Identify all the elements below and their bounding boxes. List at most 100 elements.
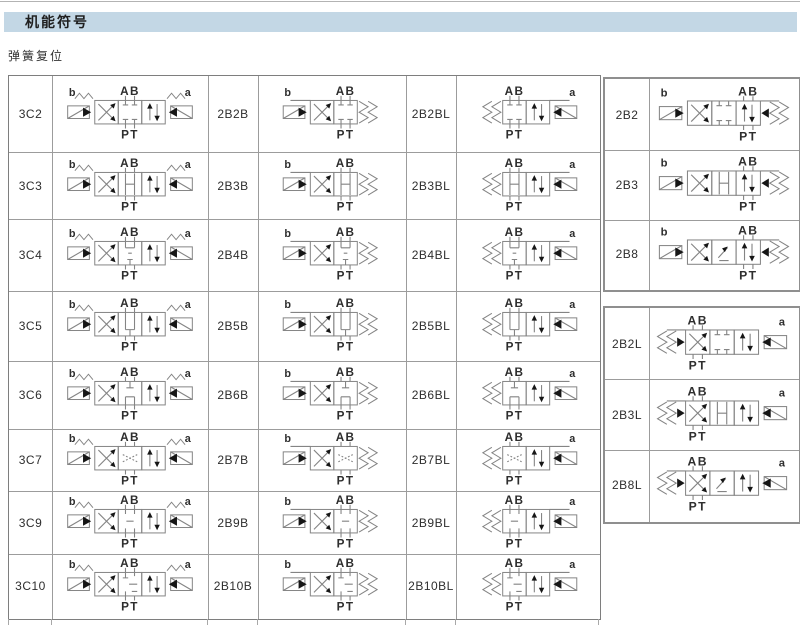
code-cell: 2B3B — [217, 178, 249, 193]
valve-symbol-3c7: b a AB PT — [52, 429, 208, 491]
svg-text:a: a — [185, 368, 192, 380]
table-grid-line — [405, 619, 406, 625]
svg-text:b: b — [284, 228, 291, 240]
svg-text:b: b — [284, 433, 291, 445]
svg-text:a: a — [569, 495, 576, 507]
valve-symbol-3c10: b a AB PT — [52, 554, 208, 618]
valve-symbol-2b9b: b AB PT — [258, 491, 406, 554]
code-cell: 2B8 — [615, 246, 639, 261]
svg-text:PT: PT — [505, 474, 523, 487]
svg-text:PT: PT — [505, 128, 523, 141]
svg-text:PT: PT — [121, 409, 139, 422]
svg-text:AB: AB — [120, 367, 140, 379]
svg-text:a: a — [778, 457, 785, 469]
table-grid-line — [9, 361, 600, 362]
table-grid-line — [208, 76, 209, 619]
svg-text:a: a — [569, 433, 576, 445]
valve-schematic-icon: b AB PT — [282, 558, 379, 613]
svg-text:AB: AB — [336, 432, 356, 444]
table-grid-line — [455, 619, 456, 625]
table-grid-line — [456, 76, 457, 619]
valve-symbol-2b4b: b AB PT — [258, 219, 406, 291]
code-cell: 2B2 — [615, 107, 639, 122]
valve-symbol-3c9: b a AB PT — [52, 491, 208, 554]
table-grid-line — [9, 429, 600, 430]
svg-text:a: a — [569, 559, 576, 571]
svg-text:PT: PT — [505, 600, 523, 613]
svg-text:PT: PT — [688, 429, 706, 443]
svg-text:b: b — [284, 368, 291, 380]
valve-schematic-icon: b a AB PT — [67, 158, 193, 213]
table-grid-line — [52, 76, 53, 619]
valve-symbol-2b6b: b AB PT — [258, 361, 406, 429]
code-cell: 2B7B — [217, 453, 249, 467]
valve-symbol-2b9bl: a AB PT — [456, 491, 599, 554]
svg-text:a: a — [185, 228, 192, 240]
code-cell: 3C10 — [15, 579, 46, 593]
section-subtitle: 弹簧复位 — [8, 49, 65, 63]
valve-schematic-icon: b AB PT — [658, 156, 789, 213]
svg-text:b: b — [69, 559, 76, 571]
svg-text:AB: AB — [687, 386, 707, 398]
valve-symbol-2b6bl: a AB PT — [456, 361, 599, 429]
svg-text:PT: PT — [337, 340, 355, 353]
svg-text:b: b — [660, 157, 667, 169]
svg-text:a: a — [185, 158, 192, 170]
table-grid-line — [8, 619, 9, 625]
svg-text:PT: PT — [337, 128, 355, 141]
valve-symbol-2b8: b AB PT — [649, 220, 796, 287]
svg-text:b: b — [284, 299, 291, 311]
valve-schematic-icon: b a AB PT — [67, 558, 193, 613]
svg-text:PT: PT — [337, 537, 355, 550]
svg-text:PT: PT — [121, 128, 139, 141]
svg-text:a: a — [185, 433, 192, 445]
valve-symbol-2b5b: b AB PT — [258, 291, 406, 361]
svg-text:AB: AB — [504, 158, 524, 170]
svg-text:AB: AB — [336, 495, 356, 507]
valve-schematic-icon: a AB PT — [481, 558, 577, 613]
svg-text:a: a — [569, 158, 576, 170]
svg-text:a: a — [778, 316, 785, 328]
svg-text:PT: PT — [739, 199, 757, 213]
svg-text:AB: AB — [738, 225, 758, 237]
valve-schematic-icon: b a AB PT — [67, 495, 193, 550]
svg-text:b: b — [284, 158, 291, 170]
valve-symbol-3c3: b a AB PT — [52, 152, 208, 219]
code-cell: 2B10B — [213, 579, 253, 593]
code-cell: 2B3BL — [411, 178, 451, 193]
valve-schematic-icon: b a AB PT — [67, 432, 193, 487]
svg-text:AB: AB — [504, 227, 524, 239]
valve-symbol-2b3b: b AB PT — [258, 152, 406, 219]
svg-text:AB: AB — [738, 86, 758, 98]
code-cell: 3C5 — [18, 319, 43, 333]
code-cell: 2B5BL — [411, 319, 451, 333]
code-cell: 3C3 — [18, 178, 43, 193]
table-grid-line — [605, 220, 799, 221]
code-cell: 2B7BL — [411, 453, 451, 467]
code-cell: 3C4 — [18, 248, 43, 262]
svg-text:b: b — [69, 299, 76, 311]
svg-text:AB: AB — [504, 86, 524, 98]
table-grid-line — [649, 79, 650, 290]
valve-schematic-icon: b a AB PT — [67, 298, 193, 353]
svg-text:b: b — [69, 433, 76, 445]
valve-schematic-icon: a AB PT — [481, 158, 577, 213]
code-cell: 3C7 — [18, 453, 43, 467]
svg-text:b: b — [660, 226, 667, 238]
valve-symbol-2b4bl: a AB PT — [456, 219, 599, 291]
svg-text:a: a — [569, 87, 576, 99]
valve-schematic-icon: b AB PT — [282, 432, 379, 487]
code-cell: 2B8L — [611, 477, 643, 492]
svg-text:AB: AB — [336, 227, 356, 239]
svg-text:AB: AB — [504, 495, 524, 507]
svg-text:AB: AB — [120, 558, 140, 570]
table-grid-line — [9, 554, 600, 555]
svg-text:a: a — [185, 495, 192, 507]
code-cell: 2B2B — [217, 107, 249, 121]
code-cell: 2B10BL — [408, 579, 454, 593]
code-cell: 2B9BL — [411, 515, 451, 530]
code-cell: 2B6BL — [411, 388, 451, 402]
table-grid-line — [649, 308, 650, 522]
valve-symbol-3c2: b a AB PT — [52, 76, 208, 152]
valve-schematic-icon: b AB PT — [282, 495, 379, 550]
